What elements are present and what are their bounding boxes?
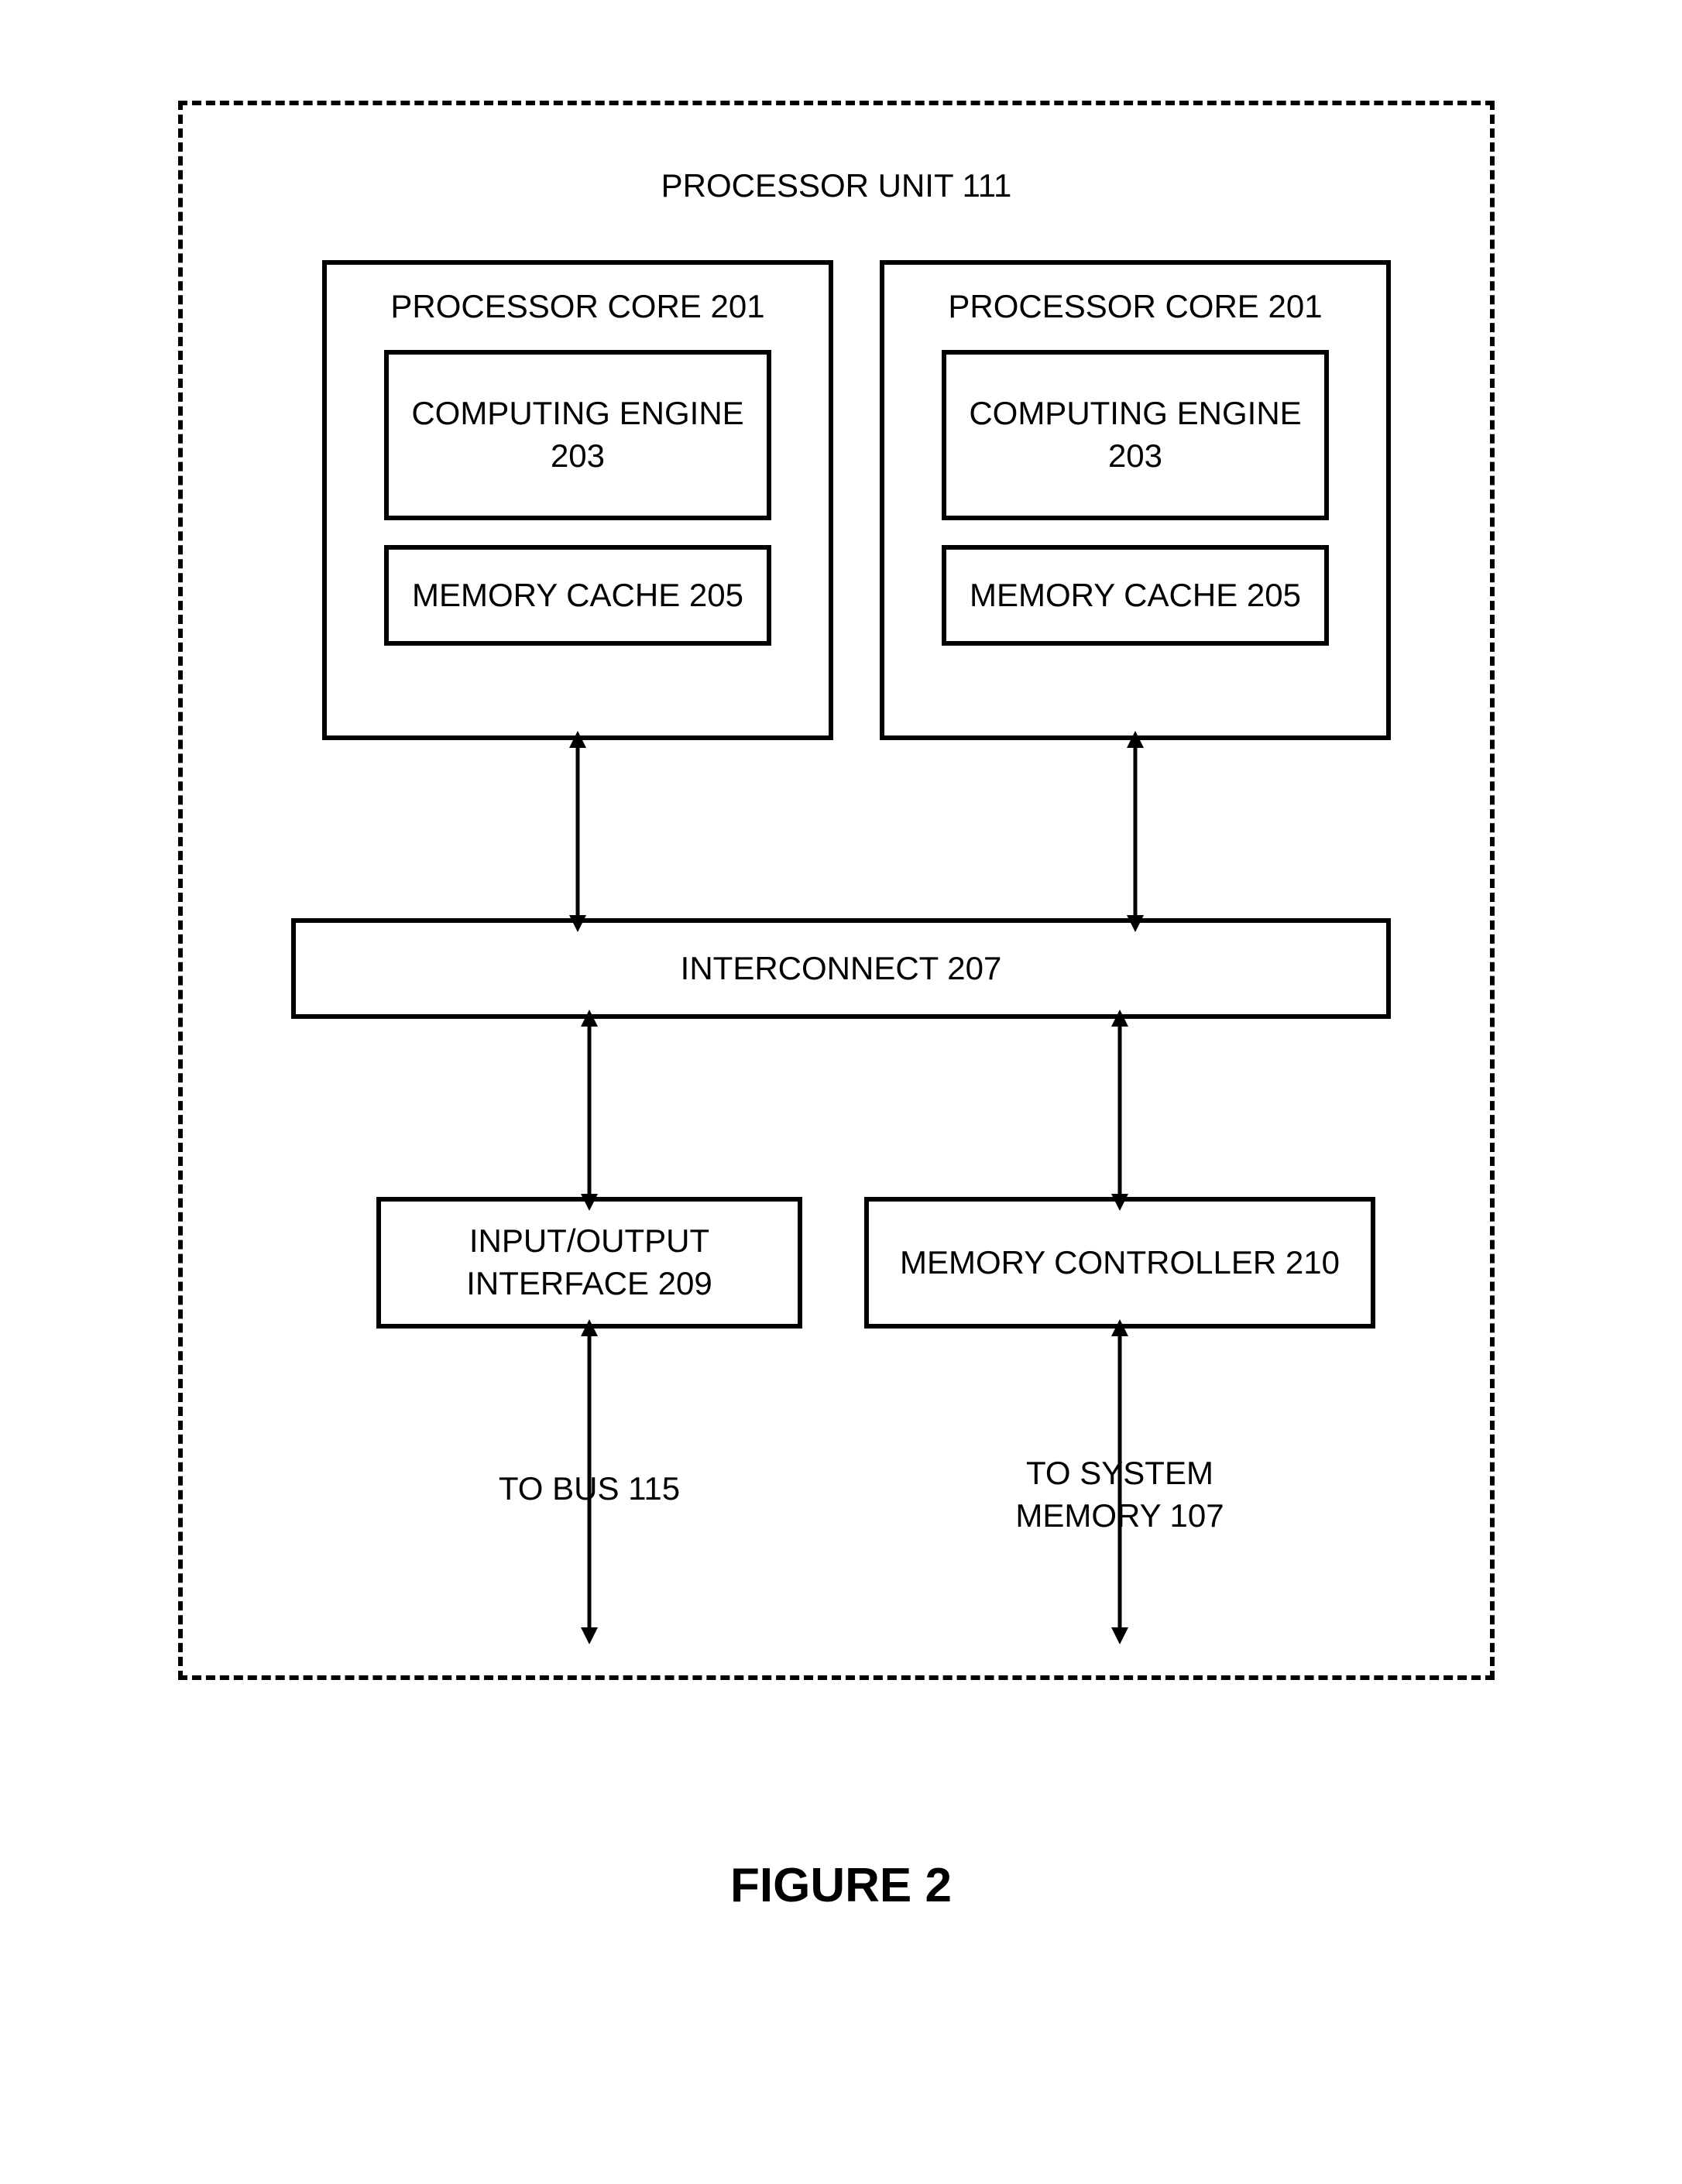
processor-unit-container: PROCESSOR UNIT 111 PROCESSOR CORE 201 CO… [178,101,1495,1680]
figure-caption: FIGURE 2 [0,1858,1682,1913]
arrows-layer [183,105,1499,1685]
